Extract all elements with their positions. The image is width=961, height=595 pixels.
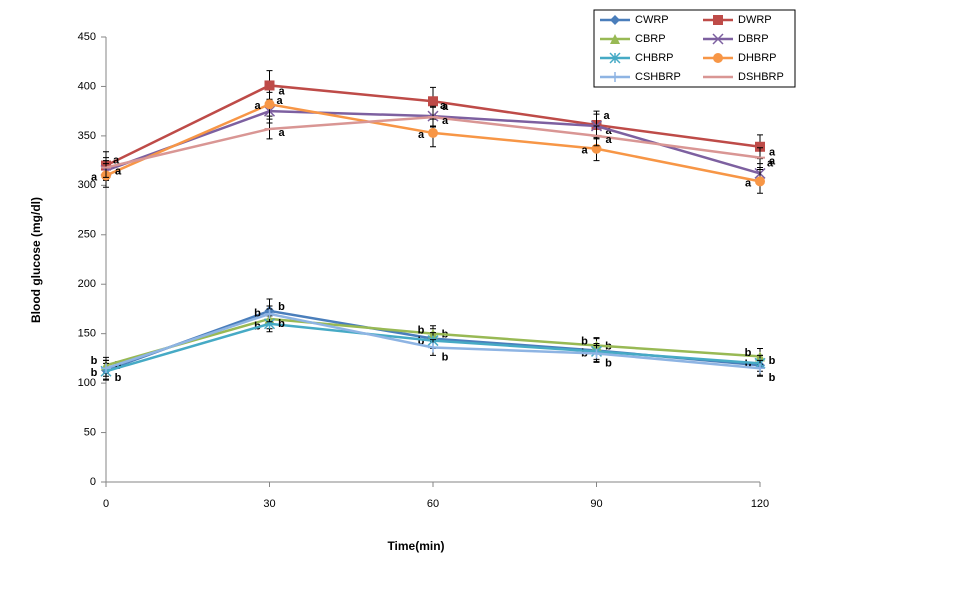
significance-letter: a xyxy=(769,147,776,159)
x-tick-label: 30 xyxy=(263,498,275,510)
legend-marker xyxy=(713,15,723,25)
y-tick-label: 250 xyxy=(78,229,96,241)
y-tick-label: 200 xyxy=(78,278,96,290)
x-tick-label: 120 xyxy=(751,498,769,510)
significance-letter: a xyxy=(91,171,98,183)
x-tick-label: 0 xyxy=(103,498,109,510)
significance-letter: b xyxy=(769,355,776,367)
significance-letter: a xyxy=(767,157,774,169)
significance-letter: a xyxy=(605,125,612,137)
significance-letter: b xyxy=(278,318,285,330)
significance-letter: a xyxy=(115,165,122,177)
marker xyxy=(755,363,765,374)
y-tick-label: 300 xyxy=(78,179,96,191)
significance-letter: b xyxy=(115,360,122,372)
y-tick-label: 100 xyxy=(78,377,96,389)
marker xyxy=(755,176,765,187)
legend-label: CBRP xyxy=(635,33,666,45)
marker xyxy=(755,141,765,152)
y-tick-label: 350 xyxy=(78,130,96,142)
significance-letter: a xyxy=(278,127,285,139)
y-tick-label: 450 xyxy=(78,31,96,43)
x-tick-label: 90 xyxy=(590,498,602,510)
significance-letter: b xyxy=(115,372,122,384)
legend-marker xyxy=(610,15,620,25)
significance-letter: a xyxy=(745,177,752,189)
legend-label: DWRP xyxy=(738,14,772,26)
marker xyxy=(428,96,438,107)
significance-letter: a xyxy=(418,129,425,141)
legend-label: DHBRP xyxy=(738,52,777,64)
marker xyxy=(428,127,438,138)
significance-letter: a xyxy=(769,156,776,168)
y-axis-title: Blood glucose (mg/dl) xyxy=(29,197,43,323)
x-axis-title: Time(min) xyxy=(387,539,444,553)
significance-letter: b xyxy=(418,324,425,336)
y-tick-label: 50 xyxy=(84,426,96,438)
x-tick-label: 60 xyxy=(427,498,439,510)
legend-marker xyxy=(610,72,620,82)
y-tick-label: 0 xyxy=(90,476,96,488)
marker xyxy=(264,308,275,319)
legend-marker xyxy=(609,52,621,64)
significance-letter: a xyxy=(581,145,588,157)
marker xyxy=(264,80,275,91)
significance-letter: b xyxy=(254,308,261,320)
significance-letter: a xyxy=(442,115,449,127)
marker xyxy=(264,99,275,110)
significance-letter: a xyxy=(442,101,449,113)
legend-box xyxy=(593,9,796,88)
legend-marker xyxy=(713,53,723,63)
significance-letter: a xyxy=(603,110,610,122)
significance-letter: b xyxy=(605,357,612,369)
legend-label: DBRP xyxy=(738,33,769,45)
legend-label: DSHBRP xyxy=(738,71,784,83)
significance-letter: a xyxy=(440,100,447,112)
significance-letter: b xyxy=(91,355,98,367)
legend-label: CSHBRP xyxy=(635,71,681,83)
legend-label: CHBRP xyxy=(635,52,674,64)
significance-letter: a xyxy=(278,85,285,97)
marker xyxy=(591,348,602,359)
significance-letter: b xyxy=(745,347,752,359)
legend-marker xyxy=(712,33,724,45)
significance-letter: a xyxy=(254,100,261,112)
significance-letter: b xyxy=(442,351,449,363)
significance-letter: a xyxy=(605,134,612,146)
y-tick-label: 150 xyxy=(78,328,96,340)
significance-letter: a xyxy=(113,154,120,166)
significance-letter: b xyxy=(745,358,752,370)
legend-marker xyxy=(610,34,620,44)
significance-letter: b xyxy=(91,367,98,379)
legend-label: CWRP xyxy=(635,14,669,26)
significance-letter: b xyxy=(418,336,425,348)
y-tick-label: 400 xyxy=(78,80,96,92)
significance-letter: a xyxy=(115,165,122,177)
significance-letter: b xyxy=(278,301,285,313)
marker xyxy=(101,363,111,374)
significance-letter: b xyxy=(581,335,588,347)
significance-letter: b xyxy=(769,372,776,384)
significance-letter: a xyxy=(276,95,283,107)
marker xyxy=(428,342,438,353)
